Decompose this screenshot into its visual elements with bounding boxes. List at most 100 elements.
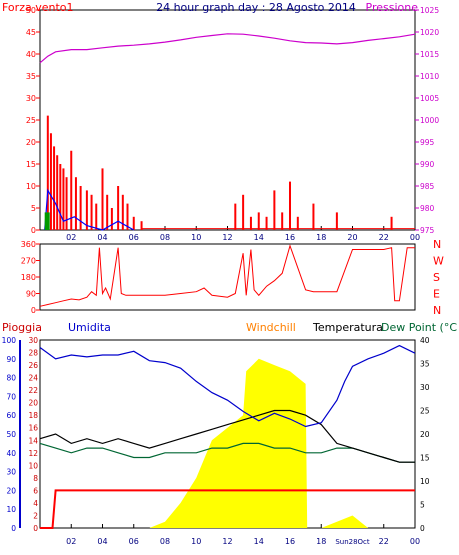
temp-tick-label: 25 [420, 407, 430, 416]
humidity-series [39, 344, 416, 428]
temp-tick-label: 0 [420, 524, 425, 533]
x-tick-label: 22 [379, 537, 389, 546]
panel2-frame [39, 243, 416, 311]
pressure-tick-label: 980 [420, 204, 435, 213]
panel1-frame [39, 9, 416, 231]
x-tick-label: 14 [254, 233, 264, 242]
temperature-line [39, 409, 415, 463]
x-tick-label: 00 [410, 537, 420, 546]
x-tick-label: 08 [160, 233, 170, 242]
direction-tick-label: 360 [21, 240, 36, 249]
x-tick-label: 06 [129, 233, 139, 242]
x-tick-label: 20 [347, 233, 357, 242]
x-tick-label: 18 [316, 233, 326, 242]
wind-tick-label: 20 [26, 138, 36, 147]
x-tick-label: 08 [160, 537, 170, 546]
rain-tick-label: 4 [33, 499, 38, 508]
pressure-tick-label: 1010 [420, 72, 439, 81]
pressure-label: Pressione [366, 1, 419, 14]
compass-label: E [433, 288, 440, 301]
pressure-axis: 975 980 985 990 995 1000 1005 1010 1015 1020 1025 [415, 6, 439, 235]
pressure-tick-label: 995 [420, 138, 435, 147]
pressure-series [39, 33, 416, 64]
humidity-tick-label: 30 [6, 468, 16, 477]
wind-tick-label: 0 [31, 226, 36, 235]
rain-tick-label: 6 [33, 486, 38, 495]
rain-tick-label: 28 [28, 349, 38, 358]
wind-tick-label: 10 [26, 182, 36, 191]
x-tick-label: 04 [97, 537, 107, 546]
x-tick-label: 12 [222, 537, 232, 546]
direction-tick-label: 0 [31, 306, 36, 315]
sun-series [118, 358, 415, 528]
wind-tick-label: 35 [26, 72, 36, 81]
x-tick-label: 06 [129, 537, 139, 546]
rain-tick-label: 22 [28, 386, 38, 395]
humidity-tick-label: 90 [6, 355, 16, 364]
rain-line [40, 489, 415, 529]
direction-series [39, 244, 415, 307]
wind-tick-label: 25 [26, 116, 36, 125]
x-tick-label: 10 [191, 537, 201, 546]
rain-tick-label: 2 [33, 511, 38, 520]
compass-label: S [433, 271, 440, 284]
panel3-x-axis: 02 04 06 08 10 12 14 16 18 Sun28Oct 22 00 [66, 524, 420, 546]
temp-tick-label: 10 [420, 477, 430, 486]
compass-label: N [433, 238, 441, 251]
x-tick-label: Sun28Oct [335, 538, 370, 546]
direction-tick-label: 180 [21, 273, 36, 282]
dewpoint-label: Dew Point (°C [381, 321, 457, 334]
x-tick-label: 04 [97, 233, 107, 242]
direction-axis: 0 90 180 270 360 [21, 240, 40, 315]
rain-tick-label: 14 [28, 436, 38, 445]
humidity-line [39, 344, 416, 428]
wind-label: Forza vento1 [2, 1, 74, 14]
x-tick-label: 00 [410, 233, 420, 242]
wind-tick-label: 40 [26, 50, 36, 59]
x-tick-label: 02 [66, 233, 76, 242]
x-tick-label: 18 [316, 537, 326, 546]
temp-tick-label: 5 [420, 501, 425, 510]
gust-line [44, 188, 135, 231]
temp-tick-label: 20 [420, 430, 430, 439]
wind-series [44, 115, 415, 231]
chart-title: 24 hour graph day : 28 Agosto 2014 [156, 1, 356, 14]
temperature-series [39, 409, 415, 463]
temperature-label: Temperatura [312, 321, 383, 334]
direction-line [39, 244, 415, 307]
rain-tick-label: 12 [28, 449, 38, 458]
x-tick-label: 16 [285, 233, 295, 242]
rain-tick-label: 16 [28, 424, 38, 433]
x-tick-label: 12 [222, 233, 232, 242]
humidity-tick-label: 70 [6, 392, 16, 401]
compass-label: N [433, 304, 441, 317]
wind-tick-label: 45 [26, 28, 36, 37]
compass-label: W [433, 255, 444, 268]
rain-series [40, 489, 415, 529]
temperature-axis: 0 5 10 15 20 25 30 35 40 [420, 336, 430, 533]
humidity-label: Umidita [68, 321, 111, 334]
sun-area [118, 358, 415, 528]
direction-tick-label: 90 [26, 290, 36, 299]
rain-label: Pioggia [2, 321, 42, 334]
rain-tick-label: 30 [28, 336, 38, 345]
pressure-line [39, 33, 416, 64]
pressure-tick-label: 1025 [420, 6, 439, 15]
temp-tick-label: 15 [420, 454, 430, 463]
humidity-tick-label: 60 [6, 411, 16, 420]
rain-tick-label: 0 [33, 524, 38, 533]
rain-tick-label: 26 [28, 361, 38, 370]
wind-tick-label: 50 [26, 6, 36, 15]
pressure-tick-label: 1000 [420, 116, 439, 125]
humidity-tick-label: 80 [6, 374, 16, 383]
rain-tick-label: 20 [28, 399, 38, 408]
humidity-tick-label: 50 [6, 430, 16, 439]
humidity-axis: 0 10 20 30 40 50 60 70 80 90 100 [2, 336, 21, 533]
wind-tick-label: 15 [26, 160, 36, 169]
rain-tick-label: 18 [28, 411, 38, 420]
wind-axis: 0 5 10 15 20 25 30 35 40 45 50 [26, 6, 40, 235]
pressure-tick-label: 1005 [420, 94, 439, 103]
